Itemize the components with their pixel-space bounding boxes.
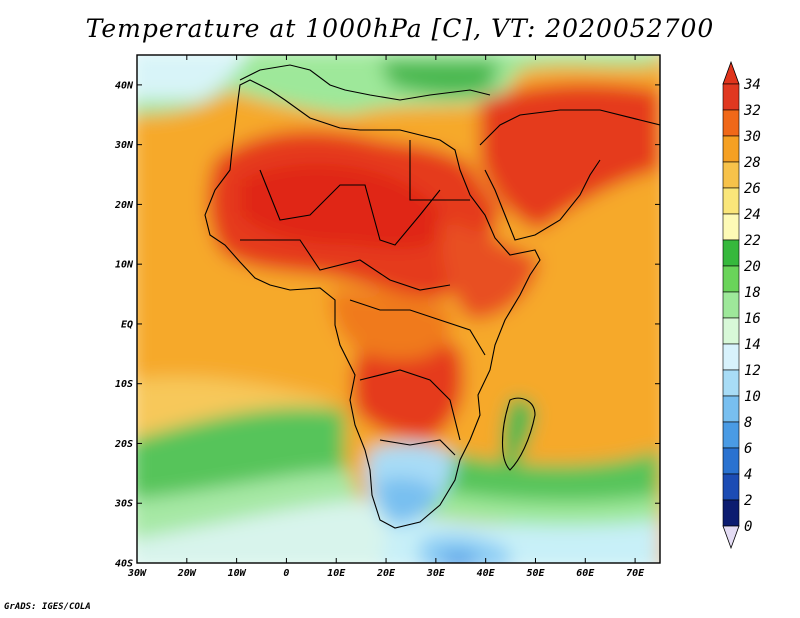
- colorbar-label: 14: [744, 337, 761, 353]
- colorbar-swatch: [722, 447, 740, 475]
- lat-label: 20S: [114, 439, 133, 450]
- colorbar-swatch: [722, 161, 740, 189]
- colorbar-top-cap: [722, 60, 740, 85]
- colorbar-swatch: [722, 135, 740, 163]
- colorbar-swatch: [722, 213, 740, 241]
- colorbar-label: 12: [744, 363, 761, 379]
- colorbar-swatch: [722, 239, 740, 267]
- lat-label: 40N: [115, 80, 134, 91]
- colorbar-swatch: [722, 109, 740, 137]
- colorbar-label: 30: [743, 129, 761, 145]
- colorbar-swatch: [722, 421, 740, 449]
- footer-credit: GrADS: IGES/COLA: [4, 602, 91, 612]
- lon-label: 20E: [376, 568, 396, 579]
- lon-label: 20W: [177, 568, 197, 579]
- colorbar-bottom-cap: [722, 525, 740, 550]
- colorbar-label: 4: [744, 467, 752, 483]
- lon-label: 60E: [576, 568, 595, 579]
- colorbar-swatch: [722, 265, 740, 293]
- coastlines: [204, 64, 660, 529]
- colorbar-label: 0: [744, 519, 752, 535]
- colorbar-swatch: [722, 395, 740, 423]
- colorbar-label: 24: [744, 207, 761, 223]
- lon-label: 70E: [626, 568, 645, 579]
- temperature-field: [137, 55, 660, 563]
- colorbar-label: 10: [744, 389, 761, 405]
- lat-label: 40S: [115, 559, 133, 570]
- colorbar-label: 26: [744, 181, 761, 197]
- lat-label: 30N: [114, 140, 134, 151]
- colorbar-label: 18: [744, 285, 761, 301]
- lat-label: 10S: [115, 379, 133, 390]
- plot-frame: [136, 54, 661, 564]
- colorbar-label: 8: [744, 415, 752, 431]
- colorbar-label: 6: [744, 441, 752, 457]
- colorbar-swatch: [722, 83, 740, 111]
- colorbar-swatch: [722, 187, 740, 215]
- colorbar-swatch: [722, 369, 740, 397]
- lat-label: 30S: [114, 499, 133, 510]
- lon-label: 40E: [477, 568, 496, 579]
- latitude-labels: 40N 30N 20N 10N EQ 10S 20S 30S 40S: [114, 80, 134, 569]
- lon-label: 10E: [327, 568, 346, 579]
- colorbar-swatch: [722, 343, 740, 371]
- longitude-labels: 30W 20W 10W 0 10E 20E 30E 40E 50E 60E 70E: [127, 568, 645, 579]
- lon-label: 30E: [426, 568, 446, 579]
- colorbar-label: 28: [744, 155, 761, 171]
- lat-label: EQ: [121, 319, 133, 330]
- lat-label: 10N: [115, 260, 134, 271]
- lon-label: 30W: [127, 568, 147, 579]
- lon-label: 10W: [228, 568, 247, 579]
- colorbar-label: 2: [744, 493, 752, 509]
- colorbar-swatch: [722, 291, 740, 319]
- colorbar-label: 32: [743, 103, 761, 119]
- axis-ticks: [136, 55, 660, 564]
- colorbar-swatch: [722, 317, 740, 345]
- colorbar-swatch: [722, 499, 740, 527]
- lon-label: 50E: [526, 568, 545, 579]
- colorbar-swatch: [722, 473, 740, 501]
- colorbar-label: 20: [744, 259, 761, 275]
- lat-label: 20N: [114, 200, 134, 211]
- colorbar-label: 16: [744, 311, 761, 327]
- chart-title: Temperature at 1000hPa [C], VT: 20200527…: [85, 14, 715, 43]
- colorbar-label: 34: [743, 77, 761, 93]
- colorbar-label: 22: [744, 233, 761, 249]
- lon-label: 0: [283, 568, 289, 579]
